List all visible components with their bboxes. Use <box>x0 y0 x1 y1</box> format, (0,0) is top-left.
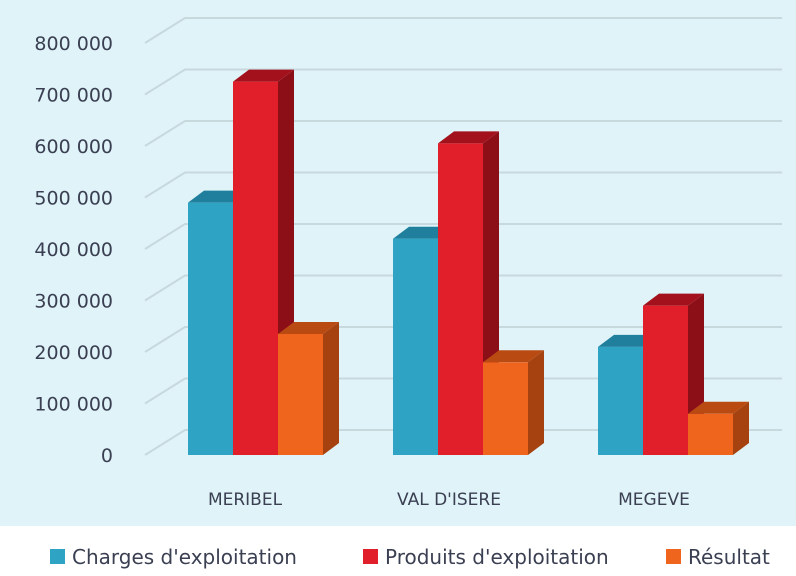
bar <box>483 350 544 455</box>
bar <box>278 321 339 455</box>
grid-lines <box>144 17 782 456</box>
legend: Charges d'exploitation Produits d'exploit… <box>50 545 770 569</box>
grid-line <box>144 429 782 456</box>
legend-label: Charges d'exploitation <box>72 545 297 569</box>
bar-front-face <box>188 202 233 455</box>
y-tick-label: 400 000 <box>34 239 113 261</box>
y-tick-label: 600 000 <box>34 136 113 158</box>
grid-line <box>144 326 782 353</box>
bar-top-face <box>688 401 749 414</box>
bar-side-face <box>528 350 544 455</box>
bar-side-face <box>733 401 749 455</box>
x-axis-category-labels: MERIBEL VAL D'ISERE MEGEVE <box>208 490 690 510</box>
bar <box>688 401 749 455</box>
y-tick-label: 100 000 <box>34 394 113 416</box>
legend-label: Résultat <box>688 545 770 569</box>
y-tick-label: 700 000 <box>34 85 113 107</box>
x-category-label: MERIBEL <box>208 490 283 510</box>
y-tick-label: 0 <box>101 445 113 467</box>
bar-side-face <box>323 321 339 455</box>
legend-swatch <box>50 549 65 564</box>
y-tick-label: 300 000 <box>34 291 113 313</box>
bar-front-face <box>278 333 323 455</box>
bar-front-face <box>688 413 733 455</box>
grid-line <box>144 171 782 199</box>
y-tick-label: 200 000 <box>34 342 113 364</box>
y-axis-tick-labels: 0 100 000 200 000 300 000 400 000 500 000 600 … <box>34 33 113 467</box>
bar-front-face <box>233 81 278 455</box>
bar-front-face <box>598 346 643 455</box>
bar-front-face <box>643 305 688 455</box>
grid-line <box>144 17 782 44</box>
bars <box>188 69 749 456</box>
legend-swatch <box>666 549 681 564</box>
bar-top-face <box>483 350 544 363</box>
bar-front-face <box>438 143 483 456</box>
grid-line <box>144 377 782 405</box>
x-category-label: VAL D'ISERE <box>397 490 501 510</box>
legend-swatch <box>363 549 378 564</box>
y-tick-label: 500 000 <box>34 188 113 210</box>
bar-top-face <box>278 321 339 334</box>
legend-item: Produits d'exploitation <box>363 545 609 569</box>
bar-top-face <box>438 131 499 144</box>
grid-line <box>144 274 782 302</box>
legend-label: Produits d'exploitation <box>385 545 609 569</box>
legend-item: Charges d'exploitation <box>50 545 297 569</box>
legend-item: Résultat <box>666 545 770 569</box>
bar-front-face <box>483 362 528 455</box>
grid-line <box>144 223 782 250</box>
grid-line <box>144 68 782 96</box>
grid-line <box>144 120 782 147</box>
bar-top-face <box>233 69 294 82</box>
bar-front-face <box>393 238 438 455</box>
bar-top-face <box>643 293 704 306</box>
y-tick-label: 800 000 <box>34 33 113 55</box>
x-category-label: MEGEVE <box>618 490 690 510</box>
